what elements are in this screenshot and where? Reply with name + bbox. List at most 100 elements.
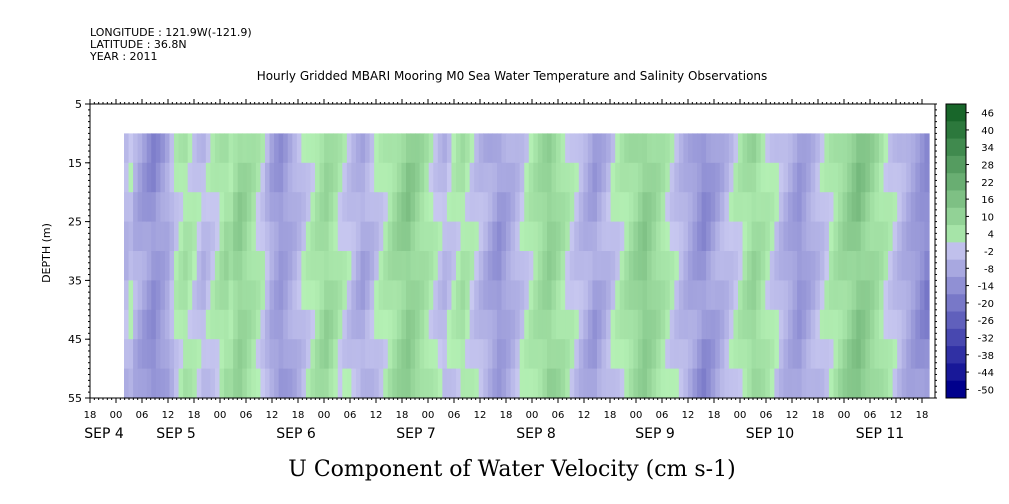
heat-cell: [392, 133, 398, 164]
heat-cell: [824, 192, 830, 223]
heat-cell: [815, 221, 821, 252]
heat-cell: [174, 280, 180, 311]
heat-cell: [255, 280, 262, 311]
heat-cell: [328, 251, 334, 281]
heat-cell: [274, 251, 280, 281]
heat-cell: [355, 251, 362, 281]
heat-cell: [751, 192, 757, 223]
heat-cell: [560, 221, 566, 252]
heat-cell: [542, 368, 548, 399]
heat-cell: [883, 309, 889, 340]
heat-cell: [847, 339, 853, 370]
heat-cell: [178, 162, 184, 193]
heat-cell: [619, 133, 625, 164]
heat-cell: [783, 251, 789, 281]
heat-cell: [551, 192, 557, 223]
x-day-label: SEP 4: [84, 426, 124, 442]
heat-cell: [737, 133, 744, 164]
heat-cell: [146, 368, 152, 399]
heat-cell: [360, 339, 366, 370]
heat-cell: [751, 221, 757, 252]
heat-cell: [569, 162, 575, 193]
heat-cell: [706, 251, 712, 281]
heat-cell: [783, 221, 789, 252]
heat-cell: [924, 339, 930, 370]
heat-cell: [451, 251, 457, 281]
colorbar-swatch: [946, 207, 966, 226]
heat-cell: [792, 309, 798, 340]
heat-cell: [810, 133, 816, 164]
heat-cell: [860, 162, 866, 193]
heat-cell: [428, 309, 434, 340]
heat-cell: [656, 309, 662, 340]
longitude-text: LONGITUDE : 121.9W(-121.9): [90, 26, 252, 39]
heat-cell: [456, 221, 462, 252]
heat-cell: [151, 280, 157, 311]
heat-cell: [678, 251, 685, 281]
heat-cell: [296, 192, 302, 223]
heat-cell: [310, 309, 316, 340]
heat-cell: [524, 162, 530, 193]
heat-cell: [178, 133, 184, 164]
heat-cell: [897, 162, 903, 193]
heat-cell: [587, 192, 594, 223]
colorbar-swatch: [946, 380, 966, 399]
heat-cell: [174, 251, 180, 281]
heat-cell: [678, 162, 685, 193]
heat-cell: [888, 162, 894, 193]
heat-cell: [446, 221, 453, 252]
heat-cell: [124, 368, 130, 399]
heat-cell: [606, 162, 612, 193]
heat-cell: [756, 309, 762, 340]
heat-cell: [228, 280, 234, 311]
heat-cell: [260, 162, 266, 193]
heat-cell: [369, 280, 375, 311]
heat-cell: [888, 368, 894, 399]
heat-cell: [483, 368, 489, 399]
heat-cell: [897, 192, 903, 223]
heat-cell: [164, 309, 171, 340]
heat-cell: [778, 133, 785, 164]
heat-cell: [487, 280, 493, 311]
heat-cell: [719, 192, 725, 223]
heat-cell: [506, 368, 512, 399]
heat-cell: [810, 162, 816, 193]
heat-cell: [728, 192, 735, 223]
heat-cell: [833, 192, 839, 223]
heat-cell: [651, 251, 657, 281]
heat-cell: [565, 221, 571, 252]
heat-cell: [737, 162, 744, 193]
heat-cell: [769, 251, 775, 281]
heat-cell: [469, 280, 475, 311]
heat-cell: [715, 192, 721, 223]
heat-cell: [628, 280, 634, 311]
heat-cell: [128, 133, 134, 164]
heat-cell: [833, 162, 839, 193]
heat-cell: [210, 368, 216, 399]
heat-cell: [778, 280, 785, 311]
x-hour-label: 18: [188, 410, 201, 421]
heat-cell: [737, 221, 744, 252]
heat-cell: [678, 368, 685, 399]
heat-cell: [210, 221, 216, 252]
heat-cell: [687, 309, 694, 340]
colorbar-label: 46: [981, 109, 994, 120]
heat-cell: [692, 162, 698, 193]
heat-cell: [897, 368, 903, 399]
heat-cell: [901, 368, 907, 399]
heat-cell: [524, 368, 530, 399]
heat-cell: [433, 368, 439, 399]
heat-cell: [760, 280, 766, 311]
heat-cell: [596, 133, 603, 164]
heat-cell: [888, 251, 894, 281]
heat-cell: [792, 162, 798, 193]
heat-cell: [910, 133, 916, 164]
heat-cell: [924, 133, 930, 164]
heat-cell: [706, 162, 712, 193]
heat-cell: [660, 192, 666, 223]
heat-cell: [778, 251, 785, 281]
heat-cell: [919, 221, 926, 252]
heat-cell: [251, 280, 257, 311]
heat-cell: [606, 221, 612, 252]
heat-cell: [506, 251, 512, 281]
